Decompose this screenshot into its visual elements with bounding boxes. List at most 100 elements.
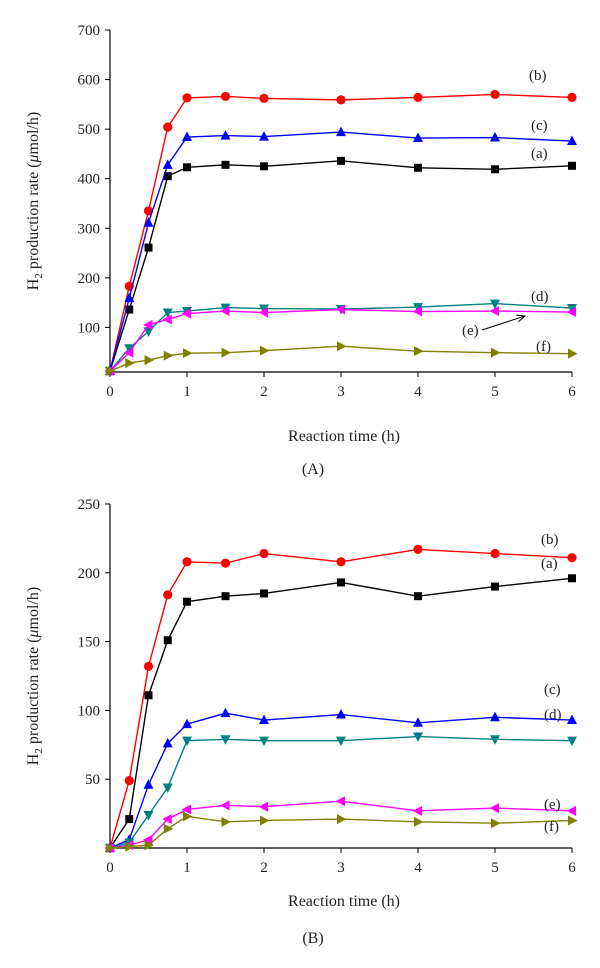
data-point [414,346,424,357]
series-label: (c) [544,682,561,698]
data-point [490,548,500,559]
x-tick-label: 0 [106,860,114,876]
data-point [183,348,193,359]
data-point [491,582,499,591]
panel-label: (A) [302,461,324,478]
y-tick-label: 400 [78,172,101,188]
data-point [259,736,269,747]
data-point [182,718,192,729]
data-point [220,558,231,568]
data-point [260,815,270,826]
data-point [336,557,346,567]
data-point [335,304,345,315]
data-point [490,711,500,722]
data-point [491,165,499,174]
x-axis-title: Reaction time (h) [288,428,400,445]
x-tick-label: 5 [491,384,499,400]
series-label: (c) [531,118,548,134]
data-point [490,89,500,100]
data-point [337,578,345,587]
x-tick-label: 0 [106,384,114,400]
data-point [163,122,173,132]
data-point [259,304,269,315]
series-label: (a) [531,146,548,162]
y-tick-label: 200 [78,566,101,582]
series-e: (e) [104,796,576,853]
data-point [258,307,268,318]
data-point [259,131,269,141]
data-point [181,804,191,815]
data-point [567,736,577,747]
data-point [412,306,422,317]
data-point [162,159,173,169]
data-point [220,800,230,811]
data-point [566,805,576,816]
data-point [123,347,134,358]
data-point [125,841,135,852]
panel-b: 0 1 2 3 4 5 6 50 100 150 200 250 Reaction time (h) H2… [25,497,578,947]
data-point [163,636,172,645]
data-point [412,805,422,816]
y-tick-label: 700 [78,23,101,39]
data-point [491,347,501,358]
data-point [489,803,499,814]
data-point [567,92,577,103]
data-point [182,736,192,747]
data-point [163,350,174,361]
x-tick-label: 1 [183,384,191,400]
panel-a: 0 1 2 3 4 5 6 100 200 300 400 500 600 700 Reaction tim… [25,23,578,478]
data-point [220,306,230,317]
series-label: (e) [462,323,479,339]
data-point [143,217,154,227]
data-point [413,303,423,313]
series-label: (e) [544,797,561,813]
y-tick-label: 500 [78,122,101,138]
panel-label: (B) [302,930,323,947]
series-label: (f) [544,819,559,835]
series-f: (f) [106,339,578,377]
data-point [221,160,230,169]
y-tick-label: 200 [78,271,101,287]
data-point [490,735,500,745]
series-b: (b) [105,68,577,376]
data-point [144,243,153,252]
data-point [183,597,191,606]
data-point [413,732,423,743]
data-point [414,816,424,827]
series-label: (b) [529,68,547,84]
data-point [337,814,347,825]
x-tick-label: 6 [568,860,576,876]
data-point [413,717,423,727]
data-point [124,775,134,786]
annotation-arrow-head [516,314,527,323]
series-line [109,131,573,372]
data-point [567,304,577,314]
series-a: (a) [106,146,576,376]
data-point [259,714,269,725]
data-point [220,707,231,718]
data-point [125,815,134,824]
series-b: (b) [105,532,577,853]
data-point [413,132,423,143]
data-point [259,93,269,103]
data-point [335,796,345,807]
data-point [490,132,500,142]
data-point [489,306,499,317]
data-point [260,162,268,171]
data-point [143,206,154,216]
x-tick-label: 1 [183,860,191,876]
y-tick-label: 300 [78,221,101,237]
data-point [567,135,577,146]
data-point [143,834,153,845]
data-point [336,709,346,719]
x-tick-label: 4 [414,384,422,400]
y-tick-label: 600 [78,73,101,89]
data-point [162,308,173,319]
data-point [144,840,154,851]
data-point [413,92,423,103]
data-point [124,292,135,303]
data-point [568,161,576,170]
series-line [109,735,573,849]
